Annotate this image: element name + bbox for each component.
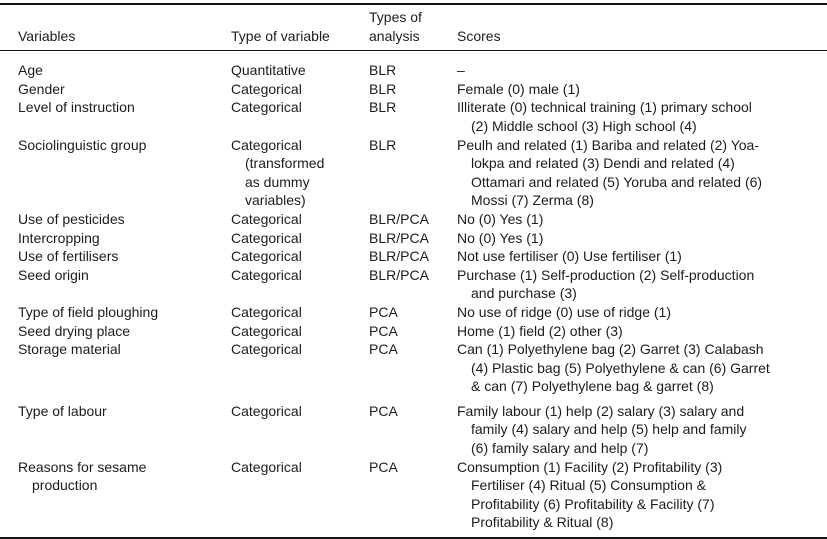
table-row: Gender Categorical BLR Female (0) male (… xyxy=(18,80,812,99)
variables-scores-table: Variables Type of variable Types of anal… xyxy=(0,3,827,539)
variable-cell: Type of field ploughing xyxy=(18,303,159,320)
table-row: Storage material Categorical PCA Can (1)… xyxy=(18,340,812,396)
analysis-cell: BLR/PCA xyxy=(369,248,429,265)
scores-cell: Female (0) male (1) xyxy=(457,80,580,97)
variable-cell: Level of instruction xyxy=(18,99,135,116)
scores-cell: Consumption (1) Facility (2) Profitabili… xyxy=(457,458,723,531)
column-header-scores: Scores xyxy=(457,27,501,44)
type-cell: Categorical xyxy=(231,229,302,246)
variable-cell: Storage material xyxy=(18,341,121,358)
analysis-cell: PCA xyxy=(369,458,398,475)
table-row: Use of fertilisers Categorical BLR/PCA N… xyxy=(18,247,812,266)
scores-cell: Can (1) Polyethylene bag (2) Garret (3) … xyxy=(457,341,770,395)
column-header-types-of-analysis: Types of analysis xyxy=(369,9,422,44)
type-cell: Quantitative xyxy=(231,62,306,79)
variable-cell: Reasons for sesame production xyxy=(18,458,147,494)
variable-cell: Age xyxy=(18,62,43,79)
analysis-cell: BLR/PCA xyxy=(369,266,429,283)
analysis-cell: BLR/PCA xyxy=(369,210,429,227)
analysis-cell: PCA xyxy=(369,322,398,339)
type-cell: Categorical xyxy=(231,322,302,339)
variable-cell: Seed origin xyxy=(18,266,89,283)
scores-cell: Not use fertiliser (0) Use fertiliser (1… xyxy=(457,248,682,265)
type-cell: Categorical xyxy=(231,80,302,97)
variable-cell: Use of pesticides xyxy=(18,210,125,227)
table-row: Intercropping Categorical BLR/PCA No (0)… xyxy=(18,229,812,248)
analysis-cell: BLR xyxy=(369,80,397,97)
analysis-cell: BLR xyxy=(369,99,397,116)
variable-cell: Use of fertilisers xyxy=(18,248,119,265)
table-row: Reasons for sesame production Categorica… xyxy=(18,458,812,532)
table-row: Seed drying place Categorical PCA Home (… xyxy=(18,322,812,341)
type-cell: Categorical xyxy=(231,341,302,358)
variable-cell: Seed drying place xyxy=(18,322,131,339)
type-cell: Categorical xyxy=(231,99,302,116)
type-cell: Categorical xyxy=(231,458,302,475)
scores-cell: Peulh and related (1) Bariba and related… xyxy=(457,136,763,209)
scores-cell: – xyxy=(457,62,465,79)
analysis-cell: BLR xyxy=(369,62,397,79)
table-row: Level of instruction Categorical BLR Ill… xyxy=(18,98,812,135)
variable-cell: Type of labour xyxy=(18,402,107,419)
type-cell: Categorical xyxy=(231,210,302,227)
variable-cell: Sociolinguistic group xyxy=(18,136,147,153)
table-row: Seed origin Categorical BLR/PCA Purchase… xyxy=(18,266,812,303)
type-cell: Categorical xyxy=(231,402,302,419)
type-cell: Categorical xyxy=(231,248,302,265)
variable-cell: Gender xyxy=(18,80,65,97)
table-row: Type of field ploughing Categorical PCA … xyxy=(18,303,812,322)
column-header-type-of-variable: Type of variable xyxy=(231,27,330,44)
table-row: Sociolinguistic group Categorical (trans… xyxy=(18,136,812,210)
analysis-cell: BLR xyxy=(369,136,397,153)
scores-cell: No use of ridge (0) use of ridge (1) xyxy=(457,303,671,320)
table-row: Type of labour Categorical PCA Family la… xyxy=(18,402,812,458)
scores-cell: Family labour (1) help (2) salary (3) sa… xyxy=(457,402,747,457)
table-row: Age Quantitative BLR – xyxy=(18,61,812,80)
analysis-cell: BLR/PCA xyxy=(369,229,429,246)
scores-cell: Home (1) field (2) other (3) xyxy=(457,322,623,339)
table-header-row: Variables Type of variable Types of anal… xyxy=(0,5,827,52)
analysis-cell: PCA xyxy=(369,402,398,419)
variable-cell: Intercropping xyxy=(18,229,100,246)
scores-cell: Purchase (1) Self-production (2) Self-pr… xyxy=(457,266,755,302)
analysis-cell: PCA xyxy=(369,303,398,320)
type-cell: Categorical xyxy=(231,266,302,283)
scores-cell: No (0) Yes (1) xyxy=(457,229,544,246)
table-body: Age Quantitative BLR – Gender Categorica… xyxy=(0,51,827,537)
type-cell: Categorical xyxy=(231,303,302,320)
scores-cell: No (0) Yes (1) xyxy=(457,210,544,227)
scores-cell: Illiterate (0) technical training (1) pr… xyxy=(457,99,752,134)
column-header-variables: Variables xyxy=(18,27,76,44)
type-cell: Categorical (transformed as dummy variab… xyxy=(231,136,325,209)
analysis-cell: PCA xyxy=(369,341,398,358)
table-row: Use of pesticides Categorical BLR/PCA No… xyxy=(18,210,812,229)
